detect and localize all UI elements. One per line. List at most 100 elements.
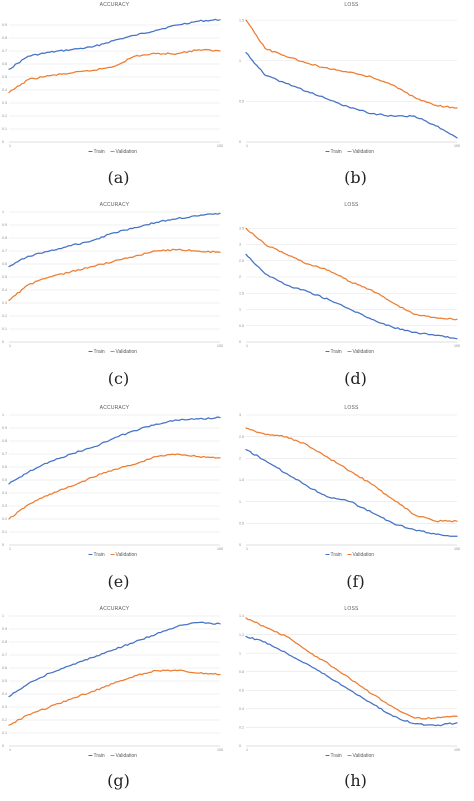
y-tick-label: 0 (239, 744, 241, 748)
x-tick-label: 1 (9, 144, 11, 148)
x-tick-label: 1 (9, 547, 11, 551)
y-tick-label: 0.1 (2, 731, 7, 735)
y-tick-label: 0.9 (2, 23, 7, 27)
legend-label: Train (331, 753, 342, 759)
y-tick-label: 0 (239, 140, 241, 144)
chart-panel-accuracy: ACCURACY 0 0.1 0.2 0.3 0.4 0.5 0.6 0.7 0.8 0.9 1 100… (0, 0, 237, 197)
chart-title: LOSS (344, 202, 359, 208)
x-tick-label: 100 (217, 144, 223, 148)
series-line-train (245, 51, 458, 139)
chart-svg: ACCURACY 0 0.1 0.2 0.3 0.4 0.5 0.6 0.7 0.8 0.9 1 1 10… (2, 202, 223, 355)
x-tick-label: 100 (454, 748, 460, 752)
y-tick-label: 0.8 (239, 670, 244, 674)
chart-svg: LOSS 0 0.5 1 1.5 1 100 Train Validation (239, 2, 460, 155)
chart-panel-accuracy: ACCURACY 0 0.1 0.2 0.3 0.4 0.5 0.6 0.7 0.8 0.9 1 1 10… (0, 200, 237, 397)
y-tick-label: 3.5 (239, 226, 244, 230)
y-tick-label: 0.2 (2, 718, 7, 722)
series-line-train (8, 18, 221, 70)
y-tick-label: 1 (239, 500, 241, 504)
series-line-validation (245, 617, 458, 720)
y-tick-label: 0.3 (2, 301, 7, 305)
y-tick-label: 0.8 (2, 236, 7, 240)
series-line-train (8, 621, 221, 698)
y-tick-label: 0.7 (2, 249, 7, 253)
y-tick-label: 2 (239, 275, 241, 279)
x-tick-label: 100 (217, 344, 223, 348)
y-tick-label: 1 (239, 308, 241, 312)
y-tick-label: 1 (2, 210, 4, 214)
y-tick-label: 0.7 (2, 452, 7, 456)
x-tick-label: 1 (9, 748, 11, 752)
y-tick-label: 0 (2, 340, 4, 344)
y-tick-label: 0 (239, 543, 241, 547)
x-tick-label: 1 (246, 748, 248, 752)
y-tick-label: 2.5 (239, 259, 244, 263)
y-tick-label: 0.2 (2, 314, 7, 318)
y-tick-label: 1.5 (239, 291, 244, 295)
chart-panel-loss: LOSS 0 0.5 1 1.5 2 2.5 3 1 100 Train Validation (237, 403, 474, 600)
x-tick-label: 100 (217, 547, 223, 551)
series-line-validation (8, 453, 221, 520)
series-line-validation (245, 19, 458, 109)
y-tick-label: 0.4 (2, 491, 7, 495)
y-tick-label: 0.3 (2, 705, 7, 709)
x-tick-label: 1 (246, 144, 248, 148)
x-tick-label: 1 (246, 547, 248, 551)
chart-svg: LOSS 0 0.5 1 1.5 2 2.5 3 3.5 1 100 Train Validation (239, 202, 460, 355)
chart-title: LOSS (344, 2, 359, 8)
chart-panel-accuracy: ACCURACY 0 0.1 0.2 0.3 0.4 0.5 0.6 0.7 0.8 0.9 1 1 10… (0, 403, 237, 600)
chart-title: LOSS (344, 606, 359, 612)
legend-label: Validation (353, 349, 375, 355)
y-tick-label: 0.2 (239, 726, 244, 730)
series-line-train (245, 449, 458, 537)
legend-label: Train (94, 349, 105, 355)
legend-label: Train (331, 552, 342, 558)
x-tick-label: 100 (217, 748, 223, 752)
series-line-validation (245, 227, 458, 321)
y-tick-label: 0.6 (239, 688, 244, 692)
panel-caption: (c) (107, 369, 130, 388)
legend-label: Validation (353, 552, 375, 558)
series-line-train (8, 212, 221, 268)
legend-label: Validation (353, 753, 375, 759)
series-line-train (245, 253, 458, 340)
y-tick-label: 0.7 (2, 49, 7, 53)
y-tick-label: 0.5 (2, 679, 7, 683)
y-tick-label: 0 (2, 140, 4, 144)
y-tick-label: 0.5 (239, 324, 244, 328)
chart-svg: LOSS 0 0.2 0.4 0.6 0.8 1 1.2 1.4 1 100 Train Validat… (239, 606, 460, 759)
series-line-validation (8, 248, 221, 302)
chart-svg: LOSS 0 0.5 1 1.5 2 2.5 3 1 100 Train Validation (239, 405, 460, 558)
panel-caption: (f) (346, 572, 365, 591)
legend-label: Train (331, 149, 342, 155)
y-tick-label: 0.6 (2, 666, 7, 670)
chart-panel-loss: LOSS 0 0.2 0.4 0.6 0.8 1 1.2 1.4 1 100 Train Validat… (237, 604, 474, 801)
chart-title: ACCURACY (100, 405, 130, 411)
chart-panel-loss: LOSS 0 0.5 1 1.5 1 100 Train Validation (237, 0, 474, 197)
y-tick-label: 0.6 (2, 62, 7, 66)
y-tick-label: 0.4 (2, 88, 7, 92)
panel-caption: (d) (344, 369, 367, 388)
y-tick-label: 0 (2, 543, 4, 547)
chart-svg: ACCURACY 0 0.1 0.2 0.3 0.4 0.5 0.6 0.7 0.8 0.9 1 1 10… (2, 606, 223, 759)
chart-svg: ACCURACY 0 0.1 0.2 0.3 0.4 0.5 0.6 0.7 0.8 0.9 1 100… (2, 2, 223, 155)
y-tick-label: 0.9 (2, 627, 7, 631)
y-tick-label: 0.4 (2, 288, 7, 292)
y-tick-label: 0.1 (2, 127, 7, 131)
chart-title: ACCURACY (100, 202, 130, 208)
x-tick-label: 1 (9, 344, 11, 348)
legend-label: Train (94, 753, 105, 759)
y-tick-label: 1 (2, 413, 4, 417)
y-tick-label: 0.3 (2, 504, 7, 508)
chart-panel-accuracy: ACCURACY 0 0.1 0.2 0.3 0.4 0.5 0.6 0.7 0.8 0.9 1 1 10… (0, 604, 237, 801)
y-tick-label: 0.3 (2, 101, 7, 105)
series-line-validation (8, 48, 221, 94)
y-tick-label: 1 (239, 59, 241, 63)
legend-label: Train (94, 552, 105, 558)
panel-caption: (h) (344, 771, 367, 790)
x-tick-label: 100 (454, 144, 460, 148)
y-tick-label: 0.4 (239, 707, 244, 711)
y-tick-label: 1 (239, 651, 241, 655)
y-tick-label: 0 (239, 340, 241, 344)
